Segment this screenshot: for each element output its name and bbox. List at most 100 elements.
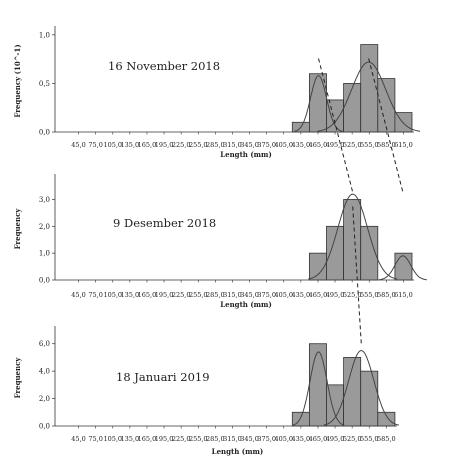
x-tick-label: 495,0 (326, 291, 345, 299)
panel-title: 16 November 2018 (108, 59, 220, 73)
x-tick-label: 495,0 (326, 435, 345, 443)
chart-panel-1: 0,0 0,5 1,0 45,0 75,0 105,0135,0165,0195,0225… (13, 26, 421, 159)
x-axis-label: Length (mm) (220, 300, 272, 309)
x-tick-label: 585,0 (377, 435, 396, 443)
x-tick-label: 105,0 (103, 435, 122, 443)
x-tick-label: 435,0 (292, 141, 311, 149)
normal-curve (308, 193, 398, 280)
y-tick-label: 2,0 (39, 223, 50, 231)
x-tick-label: 285,0 (206, 291, 225, 299)
y-tick-label: 0,0 (39, 129, 50, 137)
x-tick-label: 465,0 (309, 291, 328, 299)
x-tick-label: 285,0 (206, 141, 225, 149)
cohort-connector-line (352, 206, 362, 344)
y-tick-label: 1,0 (39, 31, 50, 39)
x-tick-label: 585,0 (377, 291, 396, 299)
y-axis-label: Frequency (10^-1) (13, 44, 22, 117)
x-tick-label: 405,0 (274, 435, 293, 443)
x-tick-label: 315,0 (223, 435, 242, 443)
y-tick-label: 0,0 (39, 277, 50, 285)
x-tick-label: 555,0 (360, 141, 379, 149)
x-tick-label: 525,0 (343, 291, 362, 299)
chart-panel-3: 0,0 2,0 4,0 6,0 45,0 75,0 105,0135,0165,0195,0… (13, 326, 400, 456)
x-tick-label: 495,0 (326, 141, 345, 149)
x-tick-label: 405,0 (274, 291, 293, 299)
x-tick-label: 75,0 (88, 291, 102, 299)
histogram-bar (360, 370, 379, 427)
x-tick-label: 315,0 (223, 291, 242, 299)
x-tick-label: 525,0 (343, 435, 362, 443)
x-tick-label: 225,0 (172, 141, 191, 149)
x-tick-label: 105,0 (103, 291, 122, 299)
panel-title: 9 Desember 2018 (113, 216, 216, 230)
x-tick-label: 75,0 (88, 141, 102, 149)
x-tick-label: 255,0 (189, 141, 208, 149)
x-tick-label: 165,0 (138, 435, 157, 443)
x-tick-label: 225,0 (172, 291, 191, 299)
x-tick-label: 615,0 (394, 141, 413, 149)
x-tick-label: 195,0 (155, 435, 174, 443)
x-tick-label: 195,0 (155, 141, 174, 149)
y-tick-label: 0,5 (39, 80, 50, 88)
x-tick-label: 135,0 (121, 291, 140, 299)
x-tick-label: 435,0 (292, 291, 311, 299)
x-tick-label: 165,0 (138, 141, 157, 149)
y-axis-label: Frequency (13, 208, 22, 250)
x-tick-label: 45,0 (71, 141, 85, 149)
x-tick-label: 435,0 (292, 435, 311, 443)
normal-curve (294, 75, 343, 132)
normal-curve (378, 255, 427, 281)
x-tick-label: 135,0 (121, 435, 140, 443)
x-tick-label: 375,0 (257, 141, 276, 149)
histogram-bar (343, 199, 362, 281)
y-tick-label: 6,0 (39, 340, 50, 348)
x-tick-label: 45,0 (71, 291, 85, 299)
x-tick-label: 345,0 (240, 435, 259, 443)
histogram-bar (394, 252, 413, 281)
x-tick-label: 375,0 (257, 291, 276, 299)
x-tick-label: 465,0 (309, 141, 328, 149)
chart-panel-2: 0,0 1,0 2,0 3,0 45,0 75,0 105,0135,0165,0195,0… (13, 174, 427, 309)
x-tick-label: 255,0 (189, 291, 208, 299)
x-axis-label: Length (mm) (212, 447, 264, 456)
cohort-connector-line (318, 58, 354, 193)
x-tick-label: 195,0 (155, 291, 174, 299)
x-tick-label: 255,0 (189, 435, 208, 443)
y-tick-label: 0,0 (39, 423, 50, 431)
x-tick-label: 345,0 (240, 141, 259, 149)
normal-curve (323, 350, 400, 426)
x-tick-label: 105,0 (103, 141, 122, 149)
x-tick-label: 45,0 (71, 435, 85, 443)
x-axis-label: Length (mm) (220, 150, 272, 159)
x-tick-label: 615,0 (394, 291, 413, 299)
x-tick-label: 525,0 (343, 141, 362, 149)
x-tick-label: 285,0 (206, 435, 225, 443)
panel-title: 18 Januari 2019 (116, 370, 210, 384)
y-tick-label: 3,0 (39, 196, 50, 204)
y-axis-label: Frequency (13, 357, 22, 399)
cohort-connector-lines (318, 58, 404, 344)
histogram-bar (343, 83, 362, 133)
histogram-bar (360, 225, 379, 281)
histogram-bar (326, 225, 345, 281)
x-tick-label: 555,0 (360, 435, 379, 443)
x-tick-label: 585,0 (377, 141, 396, 149)
x-tick-label: 375,0 (257, 435, 276, 443)
x-tick-label: 75,0 (88, 435, 102, 443)
y-tick-label: 4,0 (39, 368, 50, 376)
y-tick-label: 2,0 (39, 395, 50, 403)
histogram-bar (308, 343, 327, 427)
x-tick-label: 165,0 (138, 291, 157, 299)
x-tick-label: 315,0 (223, 141, 242, 149)
y-tick-label: 1,0 (39, 250, 50, 258)
cohort-connector-line (368, 58, 404, 193)
x-tick-label: 465,0 (309, 435, 328, 443)
x-tick-label: 225,0 (172, 435, 191, 443)
panels: 0,00,51,045,0 75,0 105,0135,0165,0195,0225… (13, 26, 427, 456)
x-tick-label: 555,0 (360, 291, 379, 299)
histogram-bar (360, 44, 379, 133)
x-tick-label: 135,0 (121, 141, 140, 149)
histogram-bar (377, 411, 396, 427)
x-tick-label: 345,0 (240, 291, 259, 299)
